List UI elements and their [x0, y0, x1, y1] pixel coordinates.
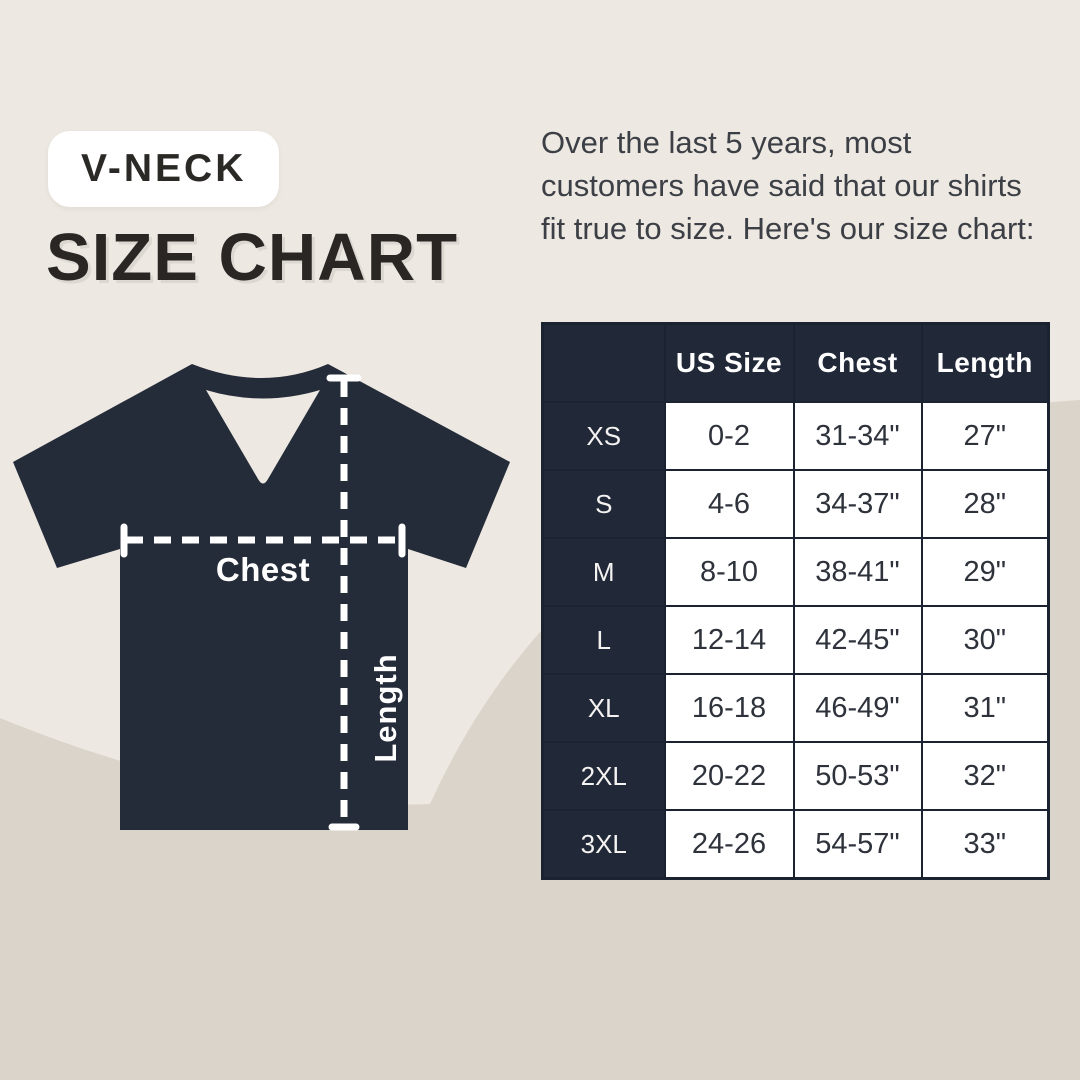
page-title: SIZE CHART [46, 220, 458, 295]
us-size-cell: 16-18 [663, 673, 795, 743]
length-cell: 28" [920, 469, 1050, 539]
table-header-row: US Size Chest Length [541, 322, 1050, 403]
table-row: XS 0-2 31-34" 27" [541, 401, 1050, 471]
table-row: L 12-14 42-45" 30" [541, 605, 1050, 675]
length-cell: 31" [920, 673, 1050, 743]
size-cell: 3XL [541, 809, 666, 880]
chest-cell: 54-57" [792, 809, 923, 880]
chest-label: Chest [216, 551, 310, 588]
length-label: Length [368, 653, 403, 762]
length-cell: 32" [920, 741, 1050, 811]
chest-cell: 46-49" [792, 673, 923, 743]
col-header-chest: Chest [792, 322, 923, 403]
us-size-cell: 8-10 [663, 537, 795, 607]
table-row: 3XL 24-26 54-57" 33" [541, 809, 1050, 880]
length-cell: 33" [920, 809, 1050, 880]
table-row: XL 16-18 46-49" 31" [541, 673, 1050, 743]
intro-text: Over the last 5 years, most customers ha… [541, 125, 1035, 246]
chest-cell: 38-41" [792, 537, 923, 607]
size-cell: S [541, 469, 666, 539]
us-size-cell: 4-6 [663, 469, 795, 539]
chest-cell: 34-37" [792, 469, 923, 539]
size-cell: XL [541, 673, 666, 743]
chest-cell: 42-45" [792, 605, 923, 675]
corner-cell [541, 322, 666, 403]
length-cell: 29" [920, 537, 1050, 607]
us-size-cell: 0-2 [663, 401, 795, 471]
table-row: M 8-10 38-41" 29" [541, 537, 1050, 607]
col-header-us-size: US Size [663, 322, 795, 403]
us-size-cell: 20-22 [663, 741, 795, 811]
size-cell: XS [541, 401, 666, 471]
length-measure-line [326, 374, 362, 831]
chest-cell: 31-34" [792, 401, 923, 471]
size-table: US Size Chest Length XS 0-2 31-34" 27" S… [541, 322, 1050, 880]
size-cell: L [541, 605, 666, 675]
badge-label: V-NECK [81, 147, 247, 190]
length-cell: 27" [920, 401, 1050, 471]
size-cell: 2XL [541, 741, 666, 811]
product-type-badge: V-NECK [48, 131, 280, 207]
col-header-length: Length [920, 322, 1050, 403]
table-row: S 4-6 34-37" 28" [541, 469, 1050, 539]
tshirt-graphic: Chest Length [13, 364, 510, 831]
chest-measure-line [120, 523, 406, 558]
us-size-cell: 24-26 [663, 809, 795, 880]
vneck-opening [206, 390, 320, 484]
us-size-cell: 12-14 [663, 605, 795, 675]
size-cell: M [541, 537, 666, 607]
length-cell: 30" [920, 605, 1050, 675]
table-row: 2XL 20-22 50-53" 32" [541, 741, 1050, 811]
chest-cell: 50-53" [792, 741, 923, 811]
tshirt-body [13, 364, 510, 830]
